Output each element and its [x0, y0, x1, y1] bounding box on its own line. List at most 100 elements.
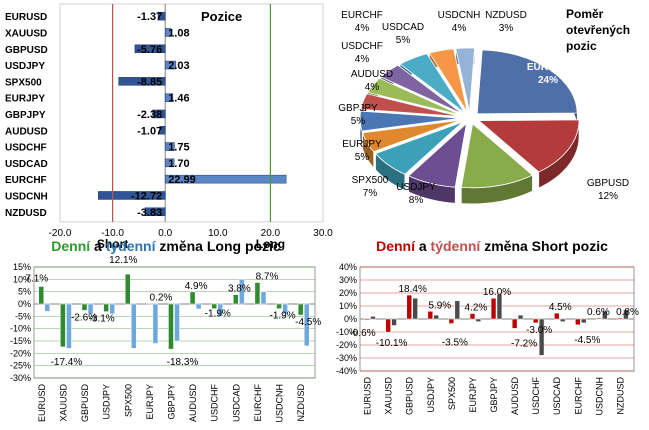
pie-title-line-1: Poměr: [566, 7, 604, 21]
pie-label-eurusd: EURUSD: [527, 62, 569, 73]
c3-bar-t-denn--usdcnh: [282, 303, 288, 315]
position-category-eurusd: EURUSD: [5, 12, 47, 23]
position-value-usdjpy: 2.03: [168, 60, 189, 72]
c3-bar-t-denn--spx500: [131, 303, 137, 349]
c4-bar-denn--eurjpy: [469, 313, 476, 320]
c3-title-part-0: Denní: [51, 238, 91, 254]
reference-label-long: Long: [256, 237, 285, 251]
pie-slice-eurchf: [380, 64, 463, 115]
pie-slice-gbpjpy: [359, 110, 461, 132]
c4-data-label-xauusd: -10.1%: [376, 338, 408, 349]
c4-y-tick: -40%: [336, 366, 357, 376]
position-value-eurjpy: 1.46: [168, 93, 189, 105]
c4-data-label-eurjpy: 4.2%: [465, 303, 488, 314]
pie-slice-spx500: [374, 121, 463, 175]
c3-y-tick: 15%: [13, 262, 31, 272]
pie-percent-gbpjpy: 5%: [351, 116, 366, 127]
pie-percent-gbpusd: 12%: [598, 191, 618, 202]
c4-title-part-3: změna Short pozic: [480, 238, 608, 254]
c3-title-part-3: změna Long pozic: [156, 238, 281, 254]
c4-data-label-eurchf: -4.5%: [574, 335, 600, 346]
c4-data-label-gbpusd: 18.4%: [399, 284, 427, 295]
position-value-gbpusd: -5.76: [137, 44, 162, 56]
c3-bar-denn--gbpusd: [81, 303, 88, 311]
position-bar-usdjpy: [164, 60, 177, 70]
c4-category-eurchf: EURCHF: [573, 376, 583, 414]
pie-slice-eurjpy: [362, 119, 461, 153]
pie-label-gbpusd: GBPUSD: [587, 178, 629, 189]
c3-bar-t-denn--usdjpy: [109, 303, 115, 315]
c3-y-tick: 5%: [18, 287, 31, 297]
c4-bar-denn--usdcnh: [596, 317, 602, 320]
position-bar-xauusd: [164, 28, 172, 37]
c4-category-spx500: SPX500: [447, 377, 457, 410]
c3-data-label-audusd: 4.9%: [185, 281, 208, 292]
pie-percent-nzdusd: 3%: [499, 23, 514, 34]
positions-x-tick: -10.0: [101, 228, 124, 239]
c3-y-tick: -20%: [10, 348, 31, 358]
c4-bar-t-denn--usdchf: [538, 318, 545, 356]
position-bar-usdchf: [164, 142, 175, 151]
pie-percent-eurjpy: 5%: [355, 152, 370, 163]
c3-bar-denn--eurjpy: [146, 303, 153, 305]
pie-percent-eurchf: 4%: [355, 23, 370, 34]
c3-category-usdchf: USDCHF: [210, 383, 220, 421]
position-category-xauusd: XAUUSD: [5, 28, 47, 39]
c4-data-label-usdcnh: 0.6%: [587, 307, 610, 318]
positions-x-tick: 10.0: [208, 228, 228, 239]
c4-y-tick: 0%: [344, 314, 357, 324]
c3-category-eurusd: EURUSD: [37, 384, 47, 423]
c4-category-usdchf: USDCHF: [531, 376, 541, 414]
pie-title-line-2: otevřených: [566, 23, 630, 37]
pie-percent-eurusd: 24%: [538, 75, 558, 86]
c4-category-usdjpy: USDJPY: [426, 377, 436, 413]
position-category-usdchf: USDCHF: [5, 143, 47, 154]
position-value-audusd: -1.07: [137, 125, 162, 137]
c4-bar-t-denn--usdcnh: [602, 310, 608, 320]
position-bar-gbpusd: [134, 44, 166, 53]
c4-category-audusd: AUDUSD: [510, 377, 520, 416]
c3-data-label-usdchf: -1.9%: [205, 309, 231, 320]
c4-category-usdcnh: USDCNH: [594, 377, 604, 416]
pie-percent-usdcnh: 4%: [452, 23, 467, 34]
c3-bar-denn--eurchf: [254, 282, 261, 305]
c3-bar-t-denn--eurchf: [260, 291, 267, 305]
c3-data-label-spx500: 12.1%: [109, 255, 137, 266]
c3-bar-denn--usdjpy: [103, 303, 109, 312]
position-value-nzdusd: -3.83: [137, 207, 162, 219]
c3-bar-denn--usdchf: [211, 303, 217, 309]
c3-data-label-usdcad: 3.8%: [228, 284, 251, 295]
pie-slice-gbpusd: [460, 123, 534, 189]
c3-bar-t-denn--gbpusd: [87, 303, 94, 315]
c4-data-label-nzdusd: 0.8%: [616, 307, 639, 318]
c4-title-part-2: týdenní: [431, 238, 482, 254]
pie-label-usdcad: USDCAD: [382, 22, 424, 33]
pie-label-spx500: SPX500: [352, 175, 389, 186]
pie-percent-usdchf: 4%: [355, 54, 370, 65]
c4-bar-denn--audusd: [511, 318, 518, 329]
position-value-eurchf: 22.99: [168, 174, 196, 186]
c4-bar-t-denn--gbpusd: [412, 297, 418, 320]
pie-slice-eurusd: [476, 49, 578, 115]
pie-label-audusd: AUDUSD: [351, 69, 393, 80]
c4-bar-t-denn--gbpjpy: [496, 294, 503, 320]
positions-x-tick: 30.0: [313, 228, 333, 239]
c4-category-eurusd: EURUSD: [363, 377, 373, 416]
c3-category-nzdusd: NZDUSD: [296, 384, 306, 422]
pie-label-nzdusd: NZDUSD: [485, 10, 527, 21]
c3-bar-t-denn--xauusd: [66, 303, 72, 349]
c3-title-part-2: týdenní: [106, 238, 157, 254]
c3-category-xauusd: XAUUSD: [58, 384, 68, 422]
c4-bar-denn--eurusd: [364, 318, 370, 321]
c3-category-audusd: AUDUSD: [188, 384, 198, 423]
c4-y-tick: 20%: [339, 288, 357, 298]
c4-bar-t-denn--audusd: [517, 314, 524, 320]
pie-slice-nzdusd: [455, 47, 475, 113]
position-value-usdcad: 1.70: [168, 158, 189, 170]
pie-slice-audusd: [360, 93, 461, 117]
position-category-audusd: AUDUSD: [5, 126, 48, 137]
c4-bar-denn--nzdusd: [617, 317, 623, 320]
c3-bar-denn--nzdusd: [297, 303, 304, 316]
position-value-usdcnh: -12.72: [131, 190, 162, 202]
c3-data-label-usdjpy: -3.1%: [89, 314, 115, 325]
